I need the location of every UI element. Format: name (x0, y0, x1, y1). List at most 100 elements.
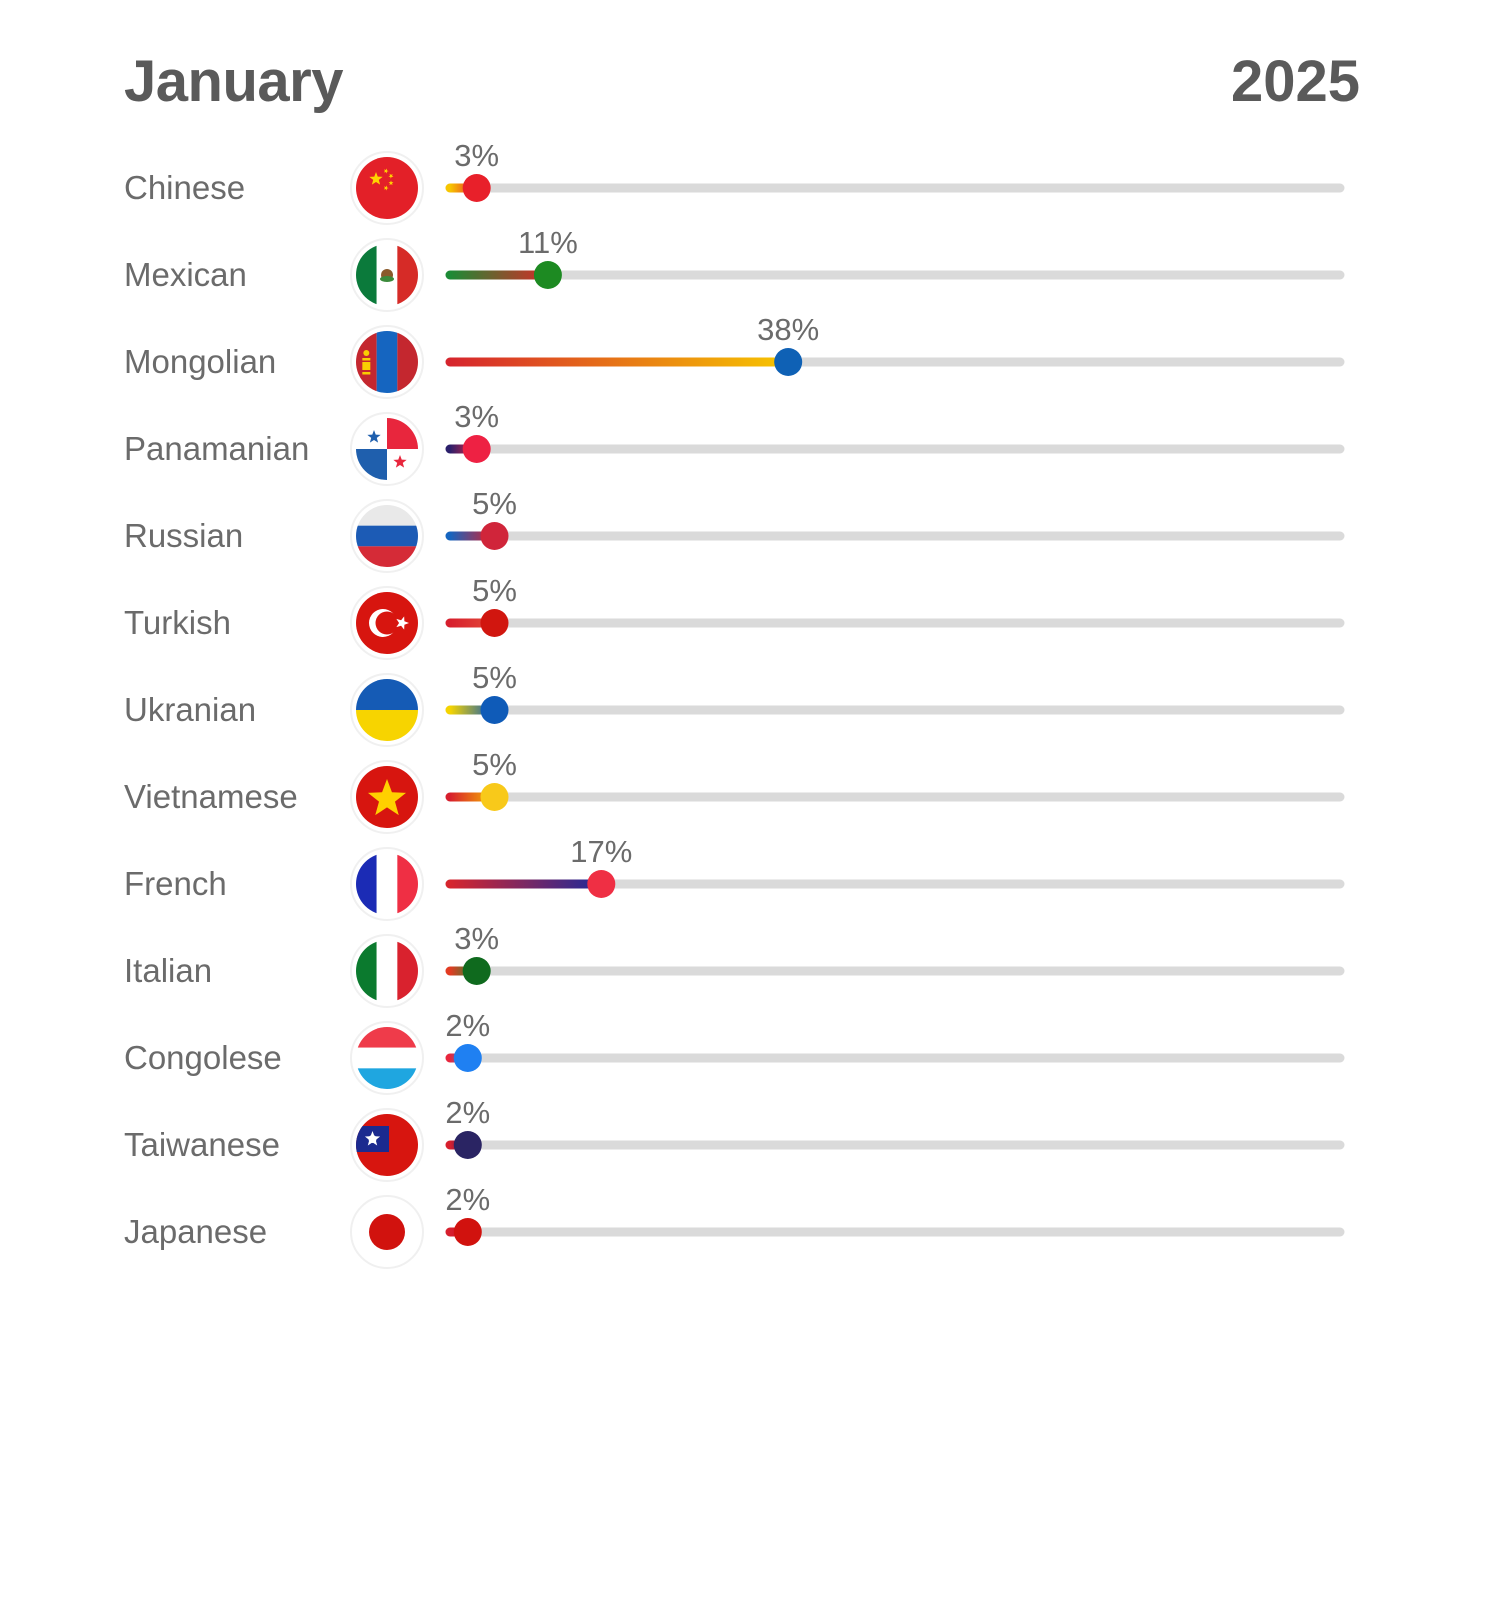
category-label-panamanian: Panamanian (124, 430, 309, 467)
flag-star-shape (393, 455, 407, 468)
value-label-vietnamese: 5% (472, 747, 517, 782)
taiwan-flag-icon (350, 1108, 424, 1182)
month-title: January (124, 49, 343, 114)
category-label-italian: Italian (124, 952, 212, 989)
flag-band (356, 525, 418, 547)
flag-band (356, 546, 418, 567)
flag-star-shape (383, 185, 389, 191)
china-flag-icon (350, 151, 424, 225)
value-label-panamanian: 3% (454, 399, 499, 434)
flag-artwork (356, 1201, 418, 1263)
flag-sun (368, 1135, 377, 1143)
flag-artwork (356, 679, 418, 741)
flag-artwork (356, 1027, 418, 1089)
category-label-ukranian: Ukranian (124, 691, 256, 728)
flag-artwork (356, 418, 418, 480)
value-label-french: 17% (570, 834, 632, 869)
ukraine-flag-icon (350, 673, 424, 747)
value-label-japanese: 2% (445, 1182, 490, 1217)
flag-band (356, 449, 387, 480)
value-label-taiwanese: 2% (445, 1095, 490, 1130)
russia-flag-icon (350, 499, 424, 573)
flag-artwork (356, 853, 418, 915)
value-marker-japanese (453, 1218, 482, 1246)
value-marker-panamanian (462, 435, 491, 463)
flag-band (387, 418, 418, 449)
flag-emblem (363, 350, 370, 356)
turkey-flag-icon (350, 586, 424, 660)
flag-artwork (356, 244, 418, 306)
value-label-mongolian: 38% (757, 312, 819, 347)
france-flag-icon (350, 847, 424, 921)
value-label-chinese: 3% (454, 138, 499, 173)
flag-band (376, 331, 398, 393)
category-label-french: French (124, 865, 227, 902)
flag-star-shape (388, 173, 394, 179)
flag-artwork (356, 592, 418, 654)
category-label-turkish: Turkish (124, 604, 231, 641)
value-marker-chinese (462, 174, 491, 202)
value-label-mexican: 11% (518, 225, 578, 260)
category-label-congolese: Congolese (124, 1039, 282, 1076)
flag-star-shape (383, 168, 389, 174)
value-marker-ukranian (480, 696, 509, 724)
flag-band (356, 940, 377, 1002)
vietnam-flag-icon (350, 760, 424, 834)
flag-band (356, 244, 377, 306)
value-marker-mexican (533, 261, 562, 289)
flag-star-shape (369, 172, 383, 185)
category-label-japanese: Japanese (124, 1213, 267, 1250)
luxembourg-flag-icon (350, 1021, 424, 1095)
value-label-congolese: 2% (445, 1008, 490, 1043)
flag-artwork (356, 505, 418, 567)
japan-flag-icon (350, 1195, 424, 1269)
value-label-ukranian: 5% (472, 660, 517, 695)
category-label-mexican: Mexican (124, 256, 247, 293)
flag-band (356, 1047, 418, 1069)
flag-star-shape (388, 180, 394, 186)
value-marker-italian (462, 957, 491, 985)
mexico-flag-icon (350, 238, 424, 312)
category-label-taiwanese: Taiwanese (124, 1126, 280, 1163)
value-marker-taiwanese (453, 1131, 482, 1159)
category-label-mongolian: Mongolian (124, 343, 276, 380)
flag-artwork (356, 331, 418, 393)
category-label-russian: Russian (124, 517, 243, 554)
italy-flag-icon (350, 934, 424, 1008)
value-label-italian: 3% (454, 921, 499, 956)
value-label-turkish: 5% (472, 573, 517, 608)
mongolia-flag-icon (350, 325, 424, 399)
value-marker-mongolian (774, 348, 803, 376)
flag-sun (369, 1214, 405, 1250)
flag-crescent-cut (375, 611, 399, 635)
value-marker-turkish (480, 609, 509, 637)
flag-star-shape (367, 430, 381, 443)
flag-band (397, 244, 418, 306)
year-title: 2025 (1230, 49, 1360, 114)
flag-artwork (356, 766, 418, 828)
flag-band (356, 1027, 418, 1048)
flag-band (397, 331, 418, 393)
flag-band (397, 940, 418, 1002)
flag-star-shape (396, 616, 409, 630)
value-label-russian: 5% (472, 486, 517, 521)
value-marker-congolese (453, 1044, 482, 1072)
flag-band (356, 505, 418, 526)
value-marker-vietnamese (480, 783, 509, 811)
flag-artwork (356, 940, 418, 1002)
flag-band (356, 853, 377, 915)
flag-band (376, 940, 398, 1002)
flag-artwork (356, 157, 418, 219)
flag-star-shape (367, 779, 407, 816)
value-marker-russian (480, 522, 509, 550)
value-marker-french (587, 870, 616, 898)
flag-band (356, 1068, 418, 1089)
flag-artwork (356, 1114, 418, 1176)
category-label-vietnamese: Vietnamese (124, 778, 298, 815)
category-label-chinese: Chinese (124, 169, 245, 206)
flag-emblem (380, 276, 394, 282)
flag-band (376, 853, 398, 915)
flag-band (362, 372, 371, 375)
